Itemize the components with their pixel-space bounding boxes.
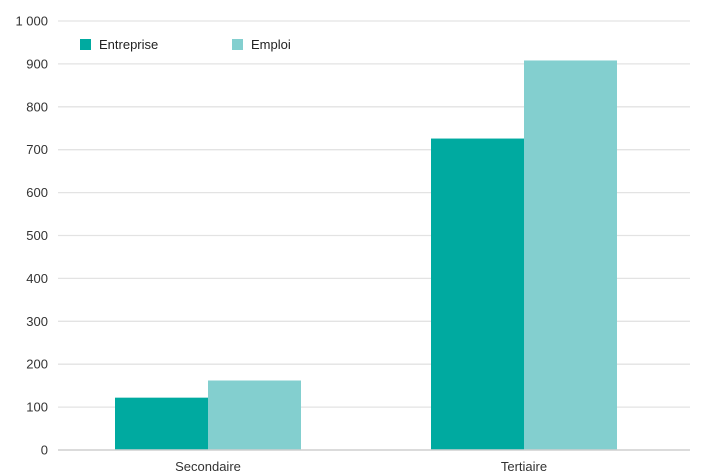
- y-tick-label: 400: [26, 271, 48, 286]
- legend-item: Emploi: [232, 37, 291, 52]
- y-tick-label: 200: [26, 357, 48, 372]
- legend-label: Entreprise: [99, 37, 158, 52]
- y-tick-label: 800: [26, 99, 48, 114]
- bars: [115, 60, 617, 451]
- legend-swatch: [80, 39, 91, 50]
- y-tick-label: 500: [26, 228, 48, 243]
- bar-entreprise-tertiaire: [431, 138, 524, 450]
- y-tick-label: 100: [26, 400, 48, 415]
- gridlines: [58, 20, 690, 408]
- bar-emploi-secondaire: [208, 380, 301, 450]
- y-tick-label: 1 000: [15, 14, 48, 29]
- y-tick-label: 600: [26, 185, 48, 200]
- legend: Entreprise Emploi: [80, 37, 291, 52]
- y-tick-label: 0: [41, 443, 48, 458]
- x-axis: Secondaire Tertiaire: [58, 449, 690, 474]
- x-category-label: Secondaire: [175, 459, 241, 474]
- bar-entreprise-secondaire: [115, 397, 208, 450]
- y-tick-label: 900: [26, 56, 48, 71]
- legend-label: Emploi: [251, 37, 291, 52]
- bar-emploi-tertiaire: [524, 60, 617, 451]
- legend-item: Entreprise: [80, 37, 158, 52]
- y-axis-ticks: 0 100 200 300 400 500 600 700 800 900 1 000: [15, 14, 48, 458]
- y-tick-label: 300: [26, 314, 48, 329]
- x-category-label: Tertiaire: [501, 459, 547, 474]
- legend-swatch: [232, 39, 243, 50]
- y-tick-label: 700: [26, 142, 48, 157]
